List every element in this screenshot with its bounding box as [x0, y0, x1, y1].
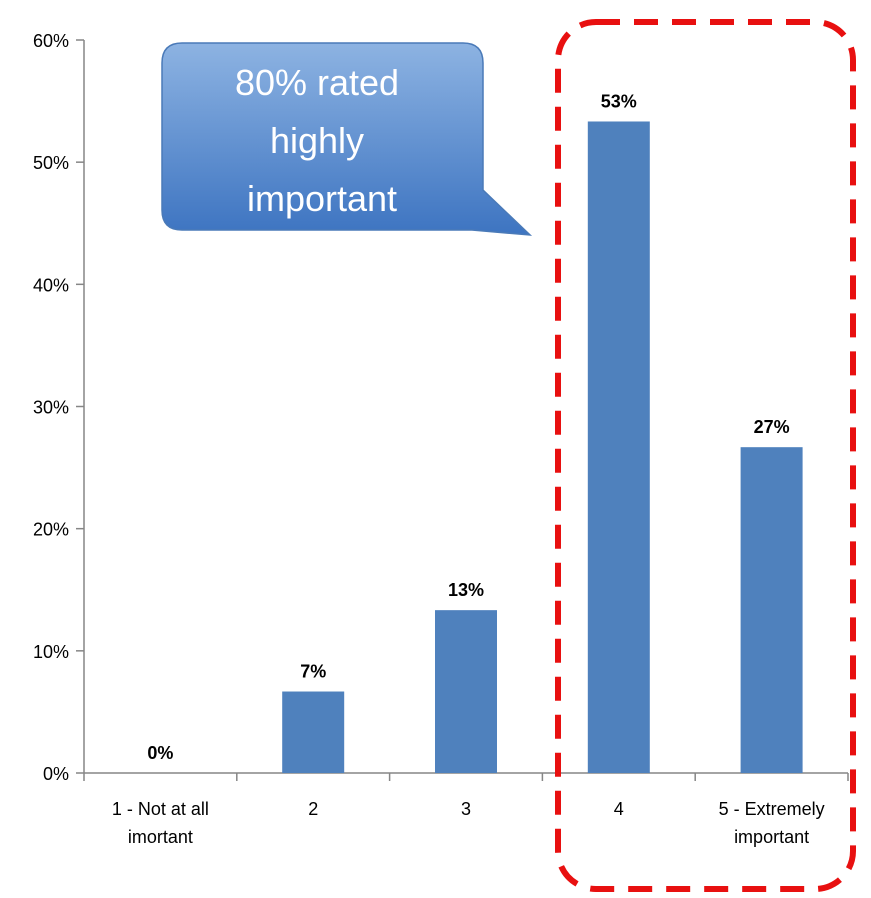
data-label-3: 13% [448, 580, 484, 600]
y-tick-label: 0% [43, 764, 69, 784]
callout-bubble [161, 42, 533, 236]
y-tick-label: 60% [33, 31, 69, 51]
bars [282, 121, 803, 773]
bar-5 [740, 447, 803, 773]
category-labels: 1 - Not at all imortant 2 3 4 5 - Extremely im… [112, 799, 825, 847]
category-label-4: 4 [614, 799, 624, 819]
data-label-2: 7% [300, 662, 326, 682]
y-tick-label: 50% [33, 153, 69, 173]
bar-4 [587, 121, 650, 773]
bar-2 [282, 691, 345, 773]
data-label-5: 27% [754, 417, 790, 437]
axes [76, 39, 849, 781]
y-axis-tick-labels: 0% 10% 20% 30% 40% 50% 60% [33, 31, 69, 784]
highlight-box [555, 19, 856, 892]
callout-line-3: important [247, 178, 397, 219]
y-tick-label: 10% [33, 642, 69, 662]
data-label-4: 53% [601, 91, 637, 111]
y-tick-label: 30% [33, 398, 69, 418]
bar-3 [435, 610, 497, 773]
callout-text: 80% rated highly important [235, 62, 409, 219]
callout-line-1: 80% rated [235, 62, 399, 103]
category-label-3: 3 [461, 799, 471, 819]
data-labels: 0% 7% 13% 53% 27% [147, 91, 789, 763]
data-label-1: 0% [147, 743, 173, 763]
callout-line-2: highly [270, 120, 364, 161]
category-label-5: 5 - Extremely important [719, 799, 825, 847]
y-tick-label: 20% [33, 520, 69, 540]
category-label-1: 1 - Not at all imortant [112, 799, 209, 847]
y-tick-label: 40% [33, 275, 69, 295]
category-label-2: 2 [308, 799, 318, 819]
callout-annotation: 80% rated highly important [161, 42, 533, 236]
